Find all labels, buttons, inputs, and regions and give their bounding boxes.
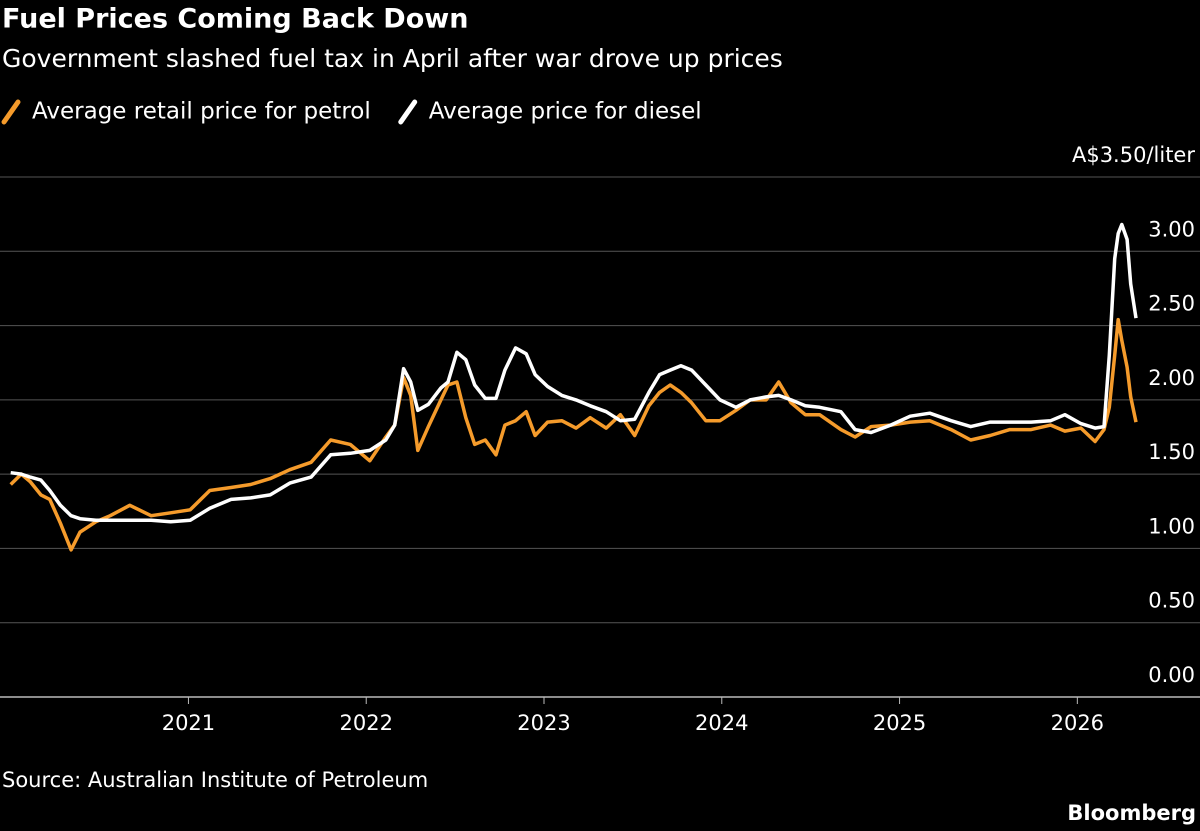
legend-label: Average retail price for petrol <box>32 99 371 125</box>
y-tick-label: 0.50 <box>1148 589 1195 613</box>
x-tick-label: 2022 <box>339 711 392 735</box>
y-tick-label: 2.50 <box>1148 292 1195 316</box>
legend-swatch <box>398 99 418 125</box>
legend-swatch <box>1 99 21 125</box>
line-series <box>9 317 1138 552</box>
y-tick-label: 1.00 <box>1148 514 1195 538</box>
y-tick-label: 1.50 <box>1148 440 1195 464</box>
legend-label: Average price for diesel <box>429 99 702 125</box>
chart-subtitle: Government slashed fuel tax in April aft… <box>2 44 783 73</box>
chart-title: Fuel Prices Coming Back Down <box>2 4 468 35</box>
x-tick-label: 2023 <box>517 711 570 735</box>
y-tick-label: 3.00 <box>1148 217 1195 241</box>
x-tick-label: 2026 <box>1051 711 1104 735</box>
x-tick-label: 2021 <box>162 711 215 735</box>
y-tick-label: 2.00 <box>1148 366 1195 390</box>
x-tick-label: 2025 <box>873 711 926 735</box>
brand: Bloomberg <box>1067 801 1196 825</box>
line-series <box>10 222 1138 524</box>
y-tick-label: 0.00 <box>1148 663 1195 687</box>
x-tick-label: 2024 <box>695 711 748 735</box>
source: Source: Australian Institute of Petroleu… <box>2 768 428 792</box>
y-tick-label: A$3.50/liter <box>1072 143 1195 167</box>
